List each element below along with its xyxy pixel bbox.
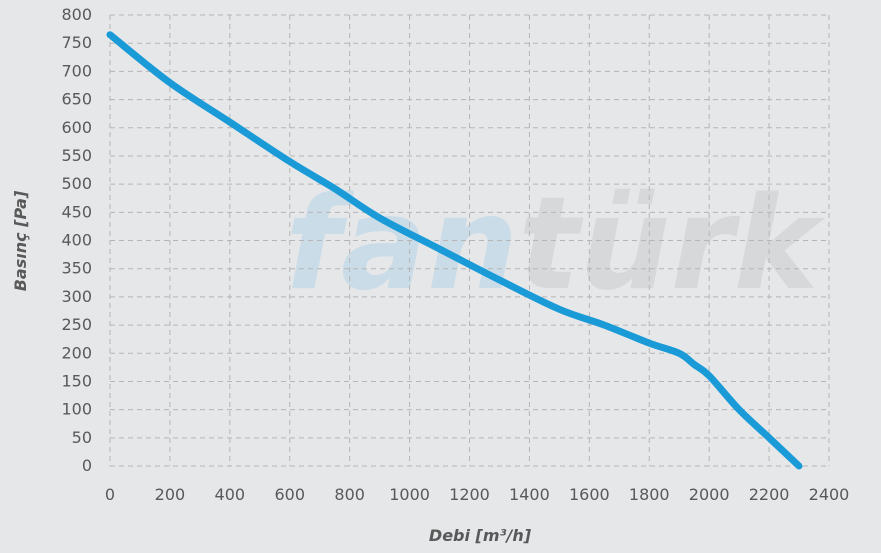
y-tick-label: 250 <box>61 315 92 334</box>
grid <box>109 14 830 467</box>
y-tick-label: 450 <box>61 202 92 221</box>
y-tick-label: 0 <box>82 456 92 475</box>
y-tick-label: 500 <box>61 174 92 193</box>
series-line-0 <box>106 31 803 470</box>
y-tick-label: 800 <box>61 5 92 24</box>
y-tick-label: 650 <box>61 90 92 109</box>
y-tick-label: 300 <box>61 287 92 306</box>
x-tick-label: 600 <box>274 485 305 504</box>
y-axis-title: Basınç [Pa] <box>11 190 30 291</box>
y-tick-label: 200 <box>61 343 92 362</box>
x-tick-label: 200 <box>155 485 186 504</box>
x-axis-ticks: 0 200 400 600 800 1000 1200 1400 1600 1800 2000 220… <box>105 485 849 504</box>
y-tick-label: 100 <box>61 400 92 419</box>
y-tick-label: 150 <box>61 371 92 390</box>
x-tick-label: 1000 <box>389 485 430 504</box>
x-tick-label: 1400 <box>509 485 550 504</box>
y-tick-label: 550 <box>61 146 92 165</box>
x-tick-label: 1600 <box>569 485 610 504</box>
watermark-part-a: fan <box>285 170 518 319</box>
y-tick-label: 600 <box>61 118 92 137</box>
y-tick-label: 700 <box>61 61 92 80</box>
x-tick-label: 2000 <box>689 485 730 504</box>
x-tick-label: 1200 <box>449 485 490 504</box>
y-tick-label: 750 <box>61 33 92 52</box>
x-tick-label: 1800 <box>629 485 670 504</box>
watermark-text: fantürk <box>285 170 826 319</box>
x-tick-label: 800 <box>334 485 365 504</box>
x-axis-title: Debi [m³/h] <box>429 526 532 545</box>
x-tick-label: 400 <box>215 485 246 504</box>
y-axis-ticks: 0 50 100 150 200 250 300 350 400 450 500 550 600 650 7… <box>61 5 92 475</box>
watermark-part-b: türk <box>518 170 825 319</box>
series-group <box>106 31 803 470</box>
x-tick-label: 0 <box>105 485 115 504</box>
x-tick-label: 2200 <box>749 485 790 504</box>
y-tick-label: 350 <box>61 259 92 278</box>
x-tick-label: 2400 <box>809 485 850 504</box>
watermark-logo: fantürk <box>285 170 826 319</box>
y-tick-label: 400 <box>61 231 92 250</box>
y-tick-label: 50 <box>72 428 92 447</box>
